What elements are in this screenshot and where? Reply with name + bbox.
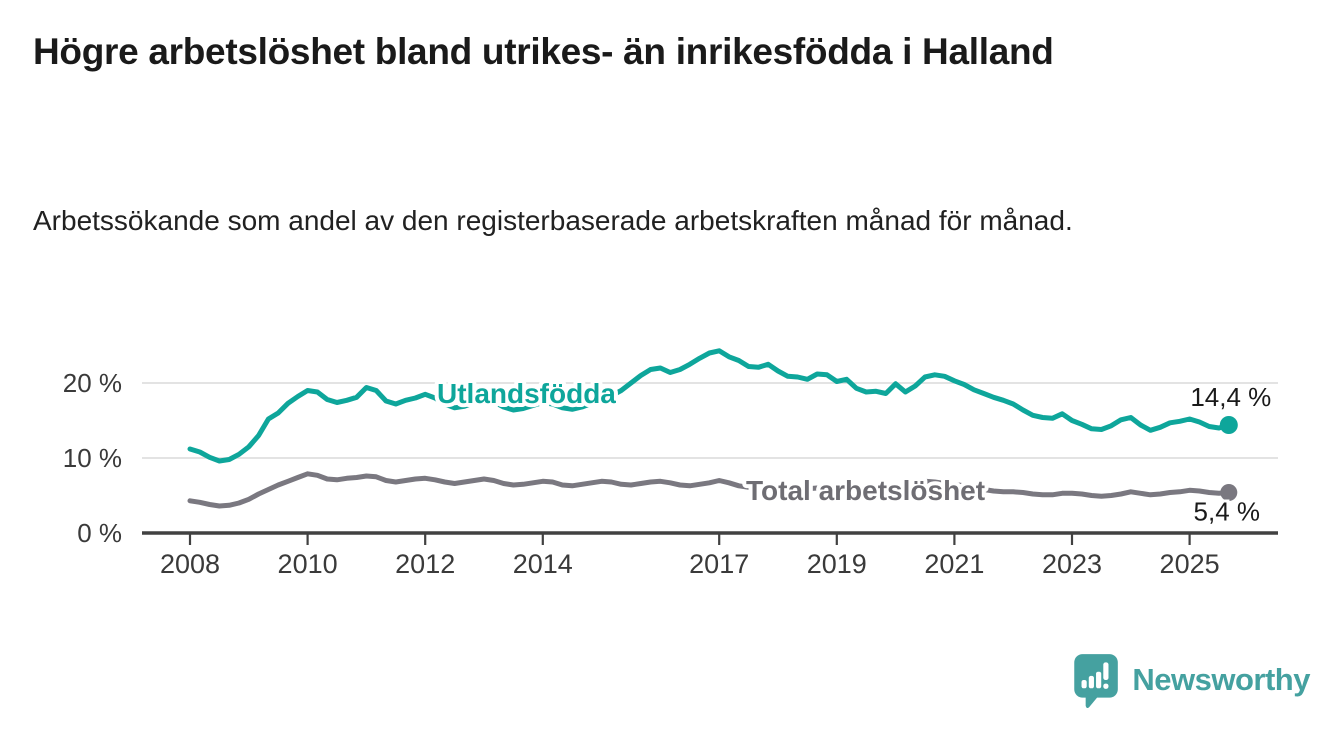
- x-tick-label: 2014: [513, 549, 573, 579]
- series-end-dot-total-arbetsloshet: [1220, 484, 1238, 501]
- x-tick-label: 2023: [1042, 549, 1102, 579]
- series-label-total-arbetsloshet: Total arbetslöshet: [746, 475, 985, 506]
- x-tick-label: 2010: [278, 549, 338, 579]
- end-value-label-total-arbetsloshet: 5,4 %: [1194, 497, 1261, 527]
- y-tick-label: 0 %: [77, 518, 122, 548]
- end-value-label-utlandsfodda: 14,4 %: [1190, 382, 1271, 412]
- chart-subtitle: Arbetssökande som andel av den registerb…: [33, 205, 1073, 236]
- x-tick-label: 2017: [689, 549, 749, 579]
- series-end-dot-utlandsfodda: [1219, 416, 1238, 434]
- newsworthy-speech-bubble-bar-chart-icon: [1074, 654, 1119, 708]
- x-tick-label: 2008: [160, 549, 220, 579]
- x-tick-label: 2019: [807, 549, 867, 579]
- y-tick-label: 20 %: [63, 368, 122, 398]
- x-tick-label: 2025: [1160, 549, 1220, 579]
- series-line-total-arbetsloshet: [187, 471, 1232, 509]
- series-label-utlandsfodda: Utlandsfödda: [437, 378, 616, 409]
- brand-logo: Newsworthy: [1070, 652, 1310, 708]
- chart-title: Högre arbetslöshet bland utrikes- än inr…: [33, 31, 1054, 72]
- series-line-utlandsfodda: [187, 348, 1232, 464]
- y-tick-label: 10 %: [63, 443, 122, 473]
- line-chart-canvas: 0 % 10 % 20 % 2008 2010 2012 2014 2017 2019 2021 2…: [63, 348, 1278, 579]
- brand-name: Newsworthy: [1132, 662, 1310, 697]
- x-tick-label: 2012: [395, 549, 455, 579]
- x-tick-label: 2021: [924, 549, 984, 579]
